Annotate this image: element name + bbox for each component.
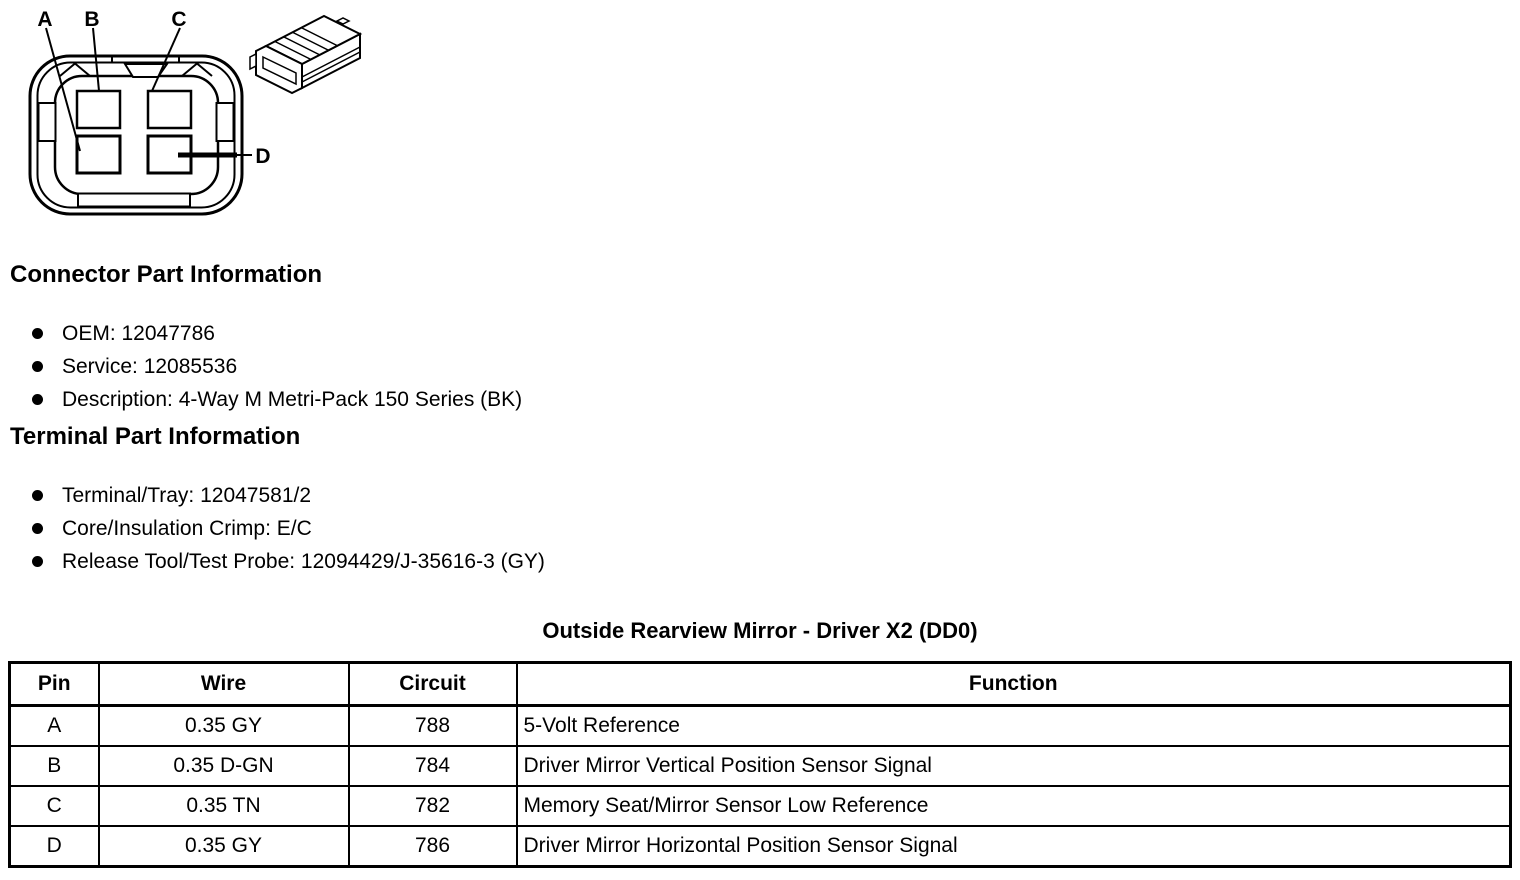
cell-pin: A [8, 704, 100, 747]
header-wire: Wire [97, 661, 350, 707]
table-row: B 0.35 D-GN 784 Driver Mirror Vertical P… [8, 745, 1512, 787]
cell-function: Driver Mirror Vertical Position Sensor S… [515, 745, 1512, 787]
list-item-text: Terminal/Tray: 12047581/2 [62, 483, 312, 507]
list-item-text: Release Tool/Test Probe: 12094429/J-3561… [62, 549, 545, 573]
cell-circuit: 784 [347, 745, 518, 787]
connector-face-view [28, 54, 244, 216]
connector-info-list: OEM: 12047786 Service: 12085536 Descript… [0, 317, 522, 416]
pin-label-a: A [37, 8, 52, 31]
list-item-text: OEM: 12047786 [62, 321, 215, 345]
bullet-icon [32, 394, 43, 405]
leader-line-b [92, 27, 100, 92]
bullet-icon [32, 556, 43, 567]
connector-figure: A B C D [28, 8, 363, 216]
list-item-text: Description: 4-Way M Metri-Pack 150 Seri… [62, 387, 523, 411]
pin-table-title: Outside Rearview Mirror - Driver X2 (DD0… [542, 618, 978, 643]
list-item: OEM: 12047786 [0, 317, 522, 350]
cell-function: Driver Mirror Horizontal Position Sensor… [515, 825, 1512, 868]
list-item-text: Core/Insulation Crimp: E/C [62, 516, 312, 540]
terminal-info-list: Terminal/Tray: 12047581/2 Core/Insulatio… [0, 479, 545, 578]
list-item: Core/Insulation Crimp: E/C [0, 512, 545, 545]
table-row: D 0.35 GY 786 Driver Mirror Horizontal P… [8, 825, 1512, 868]
leader-line-c [151, 27, 181, 92]
pin-label-b: B [84, 8, 99, 31]
table-header-row: Pin Wire Circuit Function [8, 661, 1512, 707]
bullet-icon [32, 523, 43, 534]
list-item: Terminal/Tray: 12047581/2 [0, 479, 545, 512]
pin-label-c: C [171, 8, 186, 31]
cell-function: Memory Seat/Mirror Sensor Low Reference [515, 785, 1512, 827]
connector-3d-view [249, 14, 363, 95]
cell-wire: 0.35 D-GN [97, 745, 350, 787]
cell-pin: B [8, 745, 100, 787]
cell-function: 5-Volt Reference [515, 704, 1512, 747]
cell-wire: 0.35 TN [97, 785, 350, 827]
leader-lines [45, 27, 252, 158]
terminal-info-heading: Terminal Part Information [10, 423, 301, 450]
pin-label-d: D [255, 145, 270, 168]
pin-cavity-b [75, 89, 122, 130]
list-item: Release Tool/Test Probe: 12094429/J-3561… [0, 545, 545, 578]
cell-circuit: 782 [347, 785, 518, 827]
bullet-icon [32, 361, 43, 372]
bullet-icon [32, 490, 43, 501]
pin-cavity-c [146, 89, 193, 130]
header-circuit: Circuit [347, 661, 518, 707]
cell-pin: C [8, 785, 100, 827]
pin-cavity-a [75, 134, 122, 175]
cell-wire: 0.35 GY [97, 825, 350, 868]
cell-circuit: 788 [347, 704, 518, 747]
pin-table: Pin Wire Circuit Function A 0.35 GY 788 … [8, 661, 1512, 868]
list-item: Description: 4-Way M Metri-Pack 150 Seri… [0, 383, 522, 416]
connector-info-heading: Connector Part Information [10, 261, 323, 288]
cell-pin: D [8, 825, 100, 868]
list-item-text: Service: 12085536 [62, 354, 238, 378]
table-row: A 0.35 GY 788 5-Volt Reference [8, 704, 1512, 747]
leader-line-a [45, 27, 81, 152]
list-item: Service: 12085536 [0, 350, 522, 383]
cell-circuit: 786 [347, 825, 518, 868]
bullet-icon [32, 328, 43, 339]
table-row: C 0.35 TN 782 Memory Seat/Mirror Sensor … [8, 785, 1512, 827]
header-pin: Pin [8, 661, 100, 707]
header-function: Function [515, 661, 1512, 707]
cell-wire: 0.35 GY [97, 704, 350, 747]
